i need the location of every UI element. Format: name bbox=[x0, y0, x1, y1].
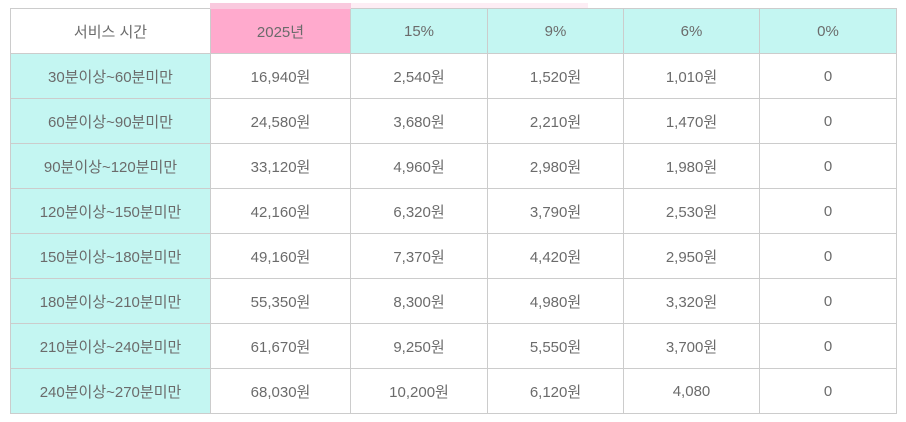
col-header-9pct: 9% bbox=[487, 8, 624, 54]
table-row: 150분이상~180분미만 49,160원 7,370원 4,420원 2,950원 0 bbox=[10, 233, 897, 279]
header-row: 서비스 시간 2025년 15% 9% 6% 0% bbox=[10, 3, 897, 54]
table-body: 30분이상~60분미만 16,940원 2,540원 1,520원 1,010원 0 60분… bbox=[10, 53, 897, 414]
col-header-6pct: 6% bbox=[623, 8, 760, 54]
table-row: 120분이상~150분미만 42,160원 6,320원 3,790원 2,530원 0 bbox=[10, 188, 897, 234]
row-header-time: 90분이상~120분미만 bbox=[10, 143, 211, 189]
row-header-time: 150분이상~180분미만 bbox=[10, 233, 211, 279]
price-cell: 9,250원 bbox=[350, 323, 488, 369]
col-header-0pct: 0% bbox=[759, 8, 897, 54]
price-cell: 24,580원 bbox=[210, 98, 351, 144]
row-header-time: 120분이상~150분미만 bbox=[10, 188, 211, 234]
price-cell: 7,370원 bbox=[350, 233, 488, 279]
col-header-service-time: 서비스 시간 bbox=[10, 8, 211, 54]
price-cell: 1,520원 bbox=[487, 53, 624, 99]
price-cell: 1,470원 bbox=[623, 98, 760, 144]
price-cell: 0 bbox=[759, 368, 897, 414]
price-cell: 6,120원 bbox=[487, 368, 624, 414]
price-cell: 2,540원 bbox=[350, 53, 488, 99]
table-row: 30분이상~60분미만 16,940원 2,540원 1,520원 1,010원 0 bbox=[10, 53, 897, 99]
price-cell: 68,030원 bbox=[210, 368, 351, 414]
price-cell: 1,980원 bbox=[623, 143, 760, 189]
price-cell: 0 bbox=[759, 323, 897, 369]
price-cell: 6,320원 bbox=[350, 188, 488, 234]
row-header-time: 30분이상~60분미만 bbox=[10, 53, 211, 99]
price-cell: 3,700원 bbox=[623, 323, 760, 369]
col-header-2025: 2025년 bbox=[210, 3, 352, 54]
price-cell: 4,960원 bbox=[350, 143, 488, 189]
price-cell: 3,790원 bbox=[487, 188, 624, 234]
price-cell: 4,080 bbox=[623, 368, 760, 414]
price-cell: 4,980원 bbox=[487, 278, 624, 324]
price-cell: 49,160원 bbox=[210, 233, 351, 279]
table-header: 서비스 시간 2025년 15% 9% 6% 0% bbox=[10, 3, 897, 54]
price-cell: 2,950원 bbox=[623, 233, 760, 279]
price-cell: 2,980원 bbox=[487, 143, 624, 189]
price-cell: 0 bbox=[759, 233, 897, 279]
table-row: 210분이상~240분미만 61,670원 9,250원 5,550원 3,700원 0 bbox=[10, 323, 897, 369]
price-cell: 2,210원 bbox=[487, 98, 624, 144]
price-cell: 42,160원 bbox=[210, 188, 351, 234]
table-row: 240분이상~270분미만 68,030원 10,200원 6,120원 4,080 0 bbox=[10, 368, 897, 414]
price-cell: 0 bbox=[759, 98, 897, 144]
price-cell: 3,320원 bbox=[623, 278, 760, 324]
price-cell: 33,120원 bbox=[210, 143, 351, 189]
price-cell: 55,350원 bbox=[210, 278, 351, 324]
price-cell: 2,530원 bbox=[623, 188, 760, 234]
price-cell: 0 bbox=[759, 278, 897, 324]
price-cell: 0 bbox=[759, 143, 897, 189]
price-cell: 3,680원 bbox=[350, 98, 488, 144]
service-price-table: 서비스 시간 2025년 15% 9% 6% 0% 30분이상~60분미만 16,940원 2… bbox=[10, 3, 897, 414]
table-row: 90분이상~120분미만 33,120원 4,960원 2,980원 1,980원 0 bbox=[10, 143, 897, 189]
price-cell: 0 bbox=[759, 53, 897, 99]
row-header-time: 60분이상~90분미만 bbox=[10, 98, 211, 144]
row-header-time: 240분이상~270분미만 bbox=[10, 368, 211, 414]
price-cell: 16,940원 bbox=[210, 53, 351, 99]
col-header-15pct: 15% bbox=[350, 8, 488, 54]
price-cell: 61,670원 bbox=[210, 323, 351, 369]
row-header-time: 210분이상~240분미만 bbox=[10, 323, 211, 369]
price-cell: 0 bbox=[759, 188, 897, 234]
price-cell: 8,300원 bbox=[350, 278, 488, 324]
table-row: 60분이상~90분미만 24,580원 3,680원 2,210원 1,470원 0 bbox=[10, 98, 897, 144]
price-cell: 10,200원 bbox=[350, 368, 488, 414]
price-cell: 1,010원 bbox=[623, 53, 760, 99]
row-header-time: 180분이상~210분미만 bbox=[10, 278, 211, 324]
table-row: 180분이상~210분미만 55,350원 8,300원 4,980원 3,320원 0 bbox=[10, 278, 897, 324]
price-cell: 4,420원 bbox=[487, 233, 624, 279]
price-cell: 5,550원 bbox=[487, 323, 624, 369]
